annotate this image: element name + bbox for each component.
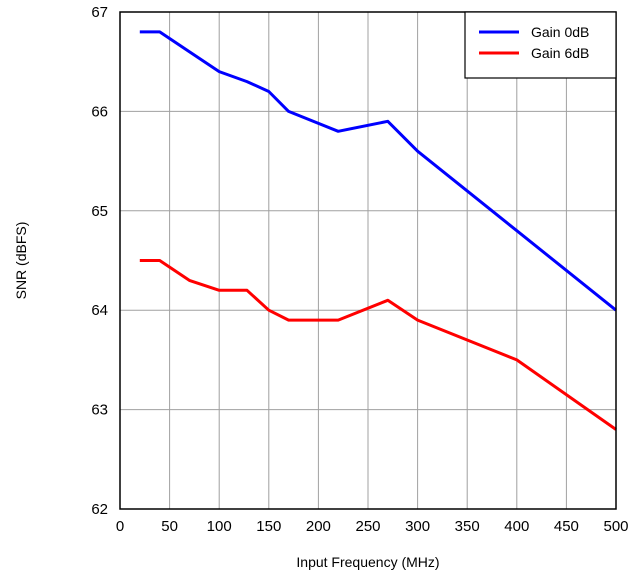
tick-labels: 0 50 100 150 200 250 300 350 400 450 500 62 63 64 65 66… — [91, 4, 628, 535]
x-tick-label: 150 — [256, 518, 281, 535]
legend: Gain 0dB Gain 6dB — [464, 11, 617, 79]
plot-frame — [119, 11, 617, 510]
series-line-1 — [139, 30, 617, 312]
x-tick-label: 400 — [504, 518, 529, 535]
x-tick-label: 200 — [306, 518, 331, 535]
x-tick-label: 250 — [355, 518, 380, 535]
x-tick-label: 0 — [116, 518, 124, 535]
y-tick-label: 66 — [91, 103, 108, 120]
grid-lines — [120, 12, 616, 509]
series-layer — [139, 30, 617, 431]
y-tick-label: 63 — [91, 402, 108, 419]
x-tick-label: 450 — [554, 518, 579, 535]
legend-label: Gain 0dB — [531, 24, 589, 40]
legend-box — [464, 11, 617, 79]
y-axis-label: SNR (dBFS) — [13, 222, 29, 300]
x-tick-label: 300 — [405, 518, 430, 535]
x-tick-label: 50 — [161, 518, 178, 535]
legend-label: Gain 6dB — [531, 45, 589, 61]
x-tick-label: 100 — [207, 518, 232, 535]
series-line-2 — [139, 259, 617, 431]
x-tick-label: 500 — [603, 518, 628, 535]
x-tick-label: 350 — [455, 518, 480, 535]
y-tick-label: 62 — [91, 501, 108, 518]
y-tick-label: 67 — [91, 4, 108, 21]
x-axis-label: Input Frequency (MHz) — [296, 554, 439, 570]
y-tick-label: 64 — [91, 302, 108, 319]
y-tick-label: 65 — [91, 203, 108, 220]
